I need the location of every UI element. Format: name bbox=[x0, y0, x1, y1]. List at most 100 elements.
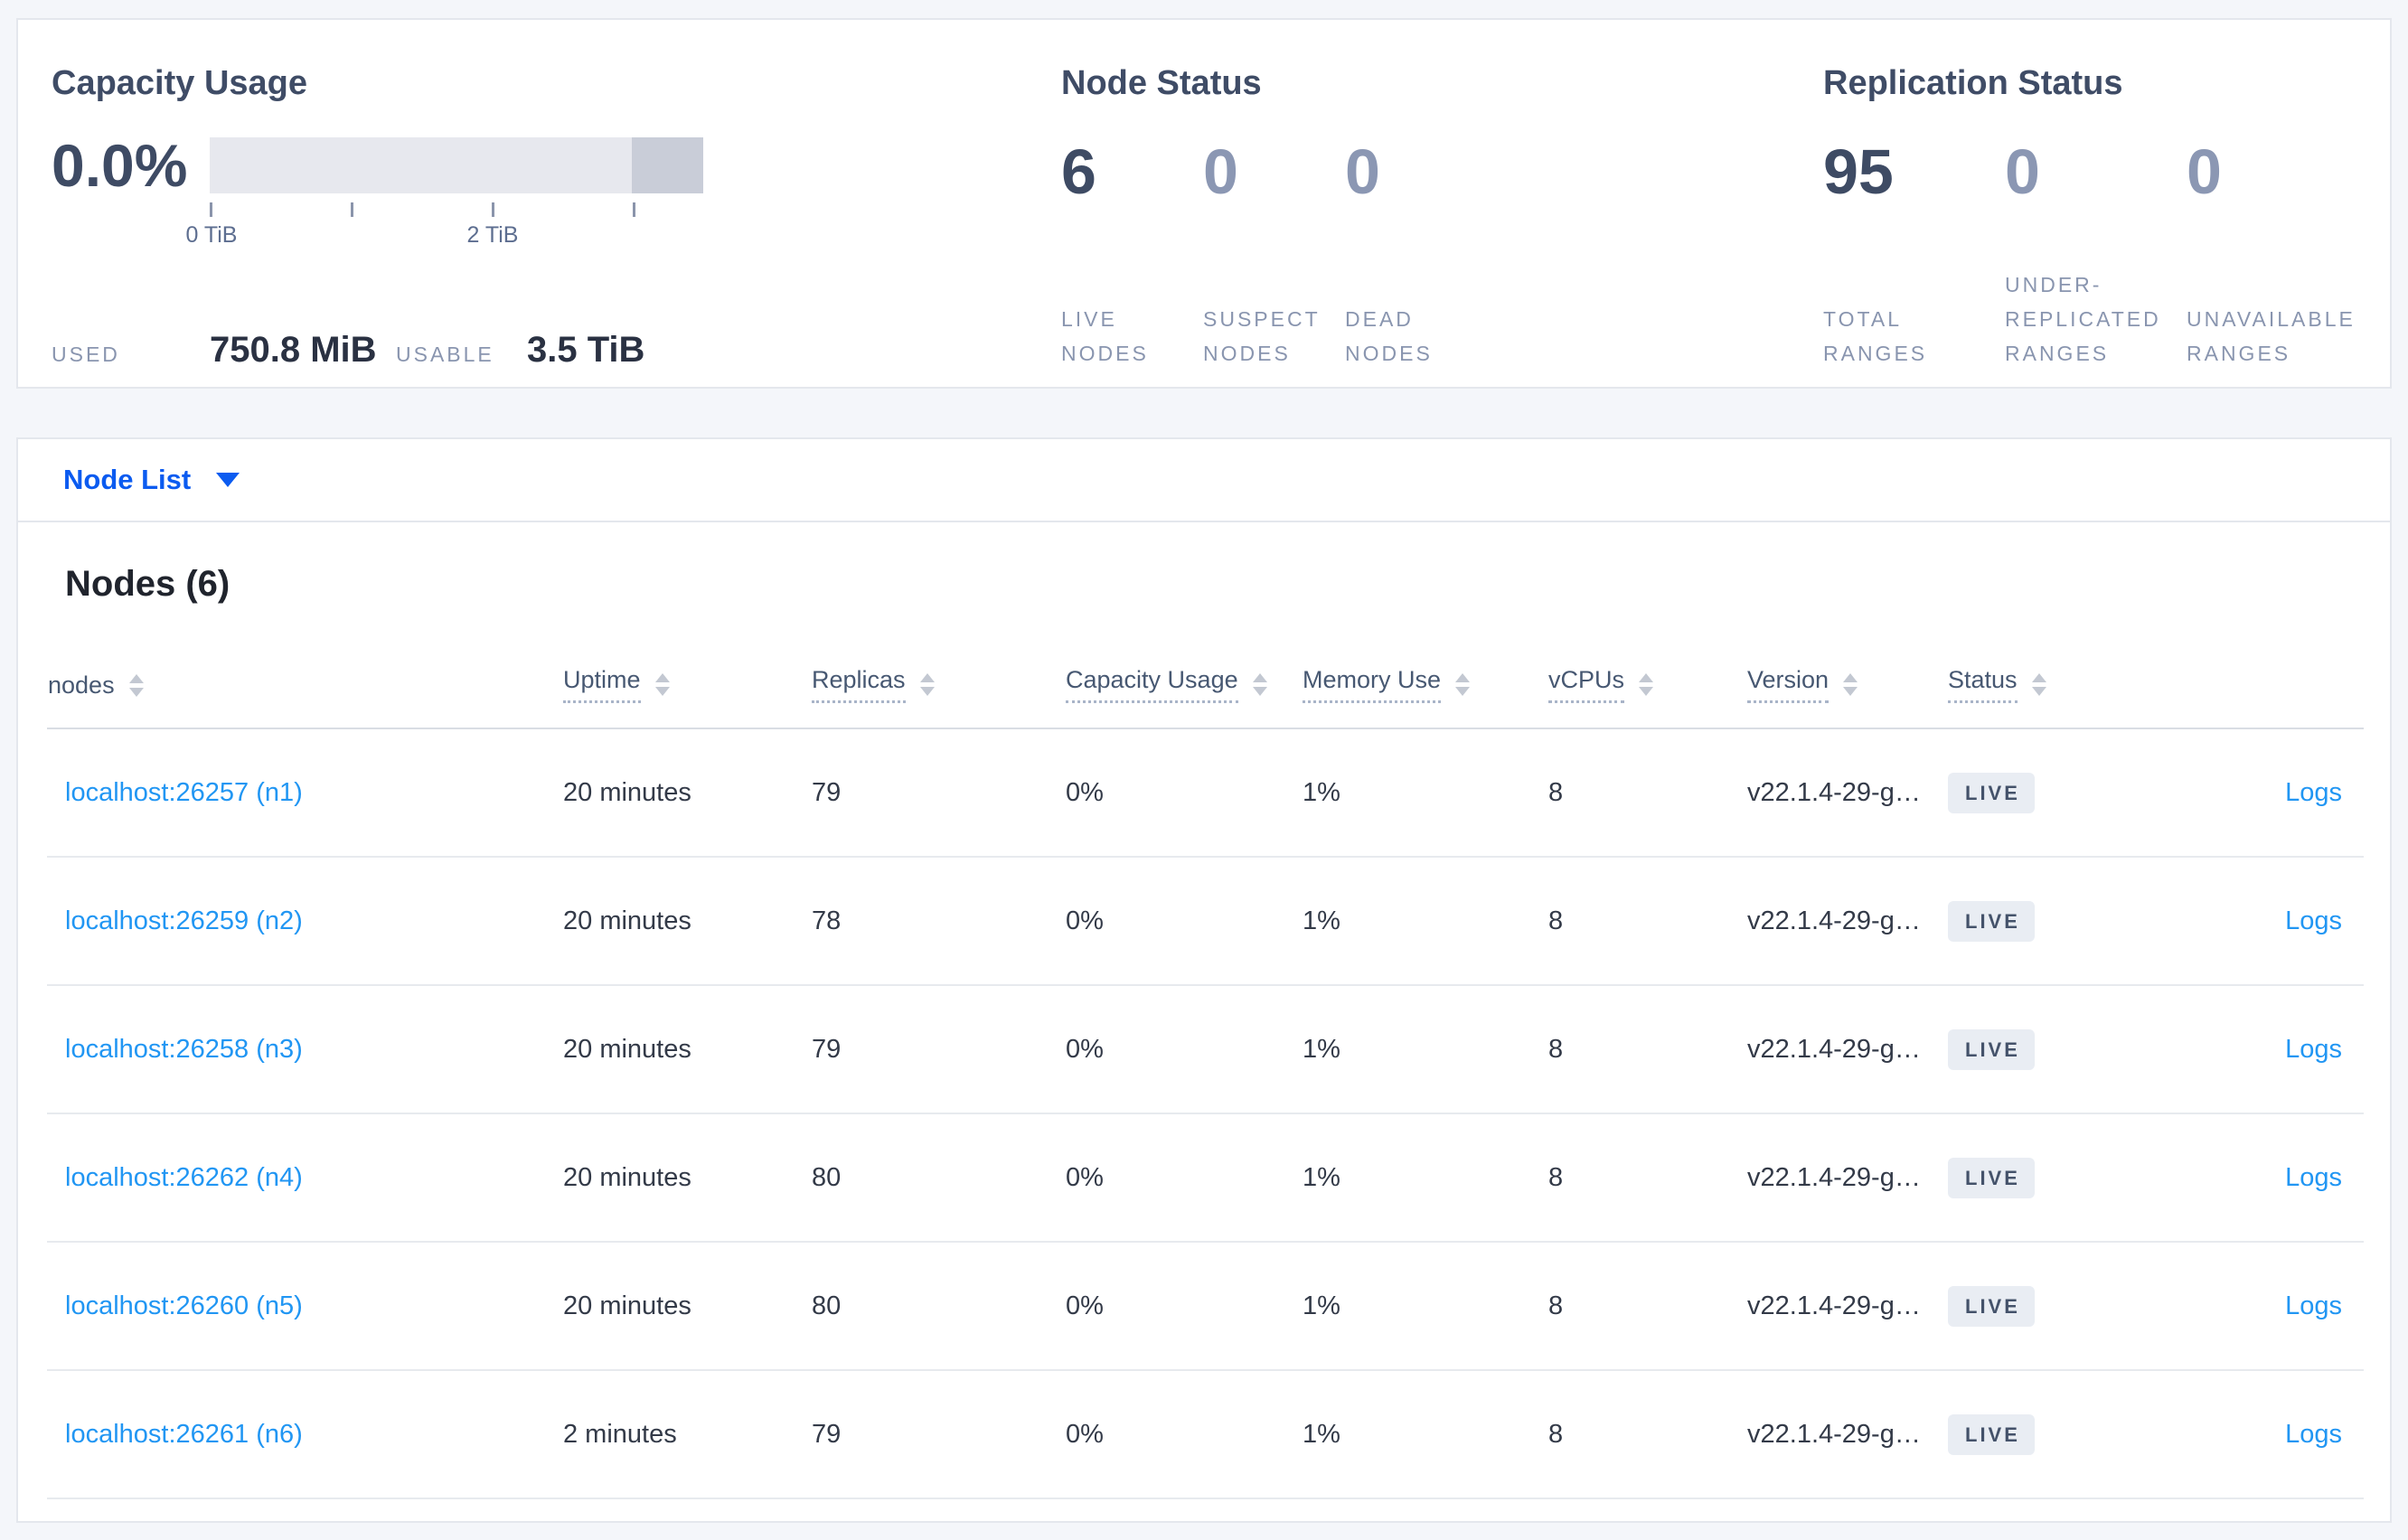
sort-icon[interactable] bbox=[2031, 673, 2046, 696]
node-logs-link[interactable]: Logs bbox=[2285, 1034, 2342, 1064]
node-status-badge: LIVE bbox=[1948, 1028, 2035, 1070]
capacity-cell: 0% bbox=[1065, 1370, 1302, 1499]
vcpus-cell: 8 bbox=[1547, 728, 1746, 858]
node-address-link[interactable]: localhost:26258 (n3) bbox=[65, 1034, 303, 1064]
node-status-stat: 0 SUSPECT NODES bbox=[1203, 137, 1334, 371]
sort-icon[interactable] bbox=[1639, 673, 1654, 696]
memory-cell: 1% bbox=[1302, 1370, 1547, 1499]
uptime-cell: 20 minutes bbox=[562, 985, 811, 1114]
uptime-cell: 20 minutes bbox=[562, 857, 811, 986]
sort-icon[interactable] bbox=[1455, 673, 1471, 696]
axis-tick-label: 0 TiB bbox=[185, 222, 238, 248]
sort-icon[interactable] bbox=[1843, 673, 1858, 696]
nodes-table-section: Nodes (6) nodes Uptime bbox=[18, 522, 2390, 1521]
sort-icon[interactable] bbox=[919, 673, 935, 696]
column-header[interactable]: Capacity Usage bbox=[1065, 642, 1302, 729]
axis-tick-label: 2 TiB bbox=[466, 222, 519, 248]
node-address-link[interactable]: localhost:26261 (n6) bbox=[65, 1419, 303, 1449]
stat-value: 0 bbox=[1345, 136, 1380, 207]
replicas-cell: 79 bbox=[811, 985, 1065, 1114]
sort-icon[interactable] bbox=[654, 673, 670, 696]
node-address-link[interactable]: localhost:26260 (n5) bbox=[65, 1291, 303, 1320]
column-header[interactable]: Status bbox=[1947, 642, 2162, 729]
replication-stat: 0 UNAVAILABLE RANGES bbox=[2187, 137, 2363, 371]
nodes-heading: Nodes (6) bbox=[65, 564, 230, 604]
cluster-summary-panel: Capacity Usage 0.0% 0 TiB 2 TiB bbox=[16, 18, 2392, 389]
axis-tick bbox=[492, 202, 494, 217]
column-header[interactable]: Memory Use bbox=[1302, 642, 1547, 729]
node-status-badge: LIVE bbox=[1948, 1285, 2035, 1327]
chevron-down-icon[interactable] bbox=[216, 473, 240, 487]
stat-label: UNDER-REPLICATED RANGES bbox=[2005, 273, 2161, 365]
memory-cell: 1% bbox=[1302, 985, 1547, 1114]
node-status-stat: 6 LIVE NODES bbox=[1061, 137, 1192, 371]
table-header-row: nodes Uptime Replicas Capacity Usage Mem… bbox=[47, 642, 2364, 729]
memory-cell: 1% bbox=[1302, 1242, 1547, 1371]
sort-icon[interactable] bbox=[128, 673, 144, 697]
used-value: 750.8 MiB bbox=[210, 330, 377, 370]
column-header[interactable]: Version bbox=[1746, 642, 1947, 729]
node-status-stat: 0 DEAD NODES bbox=[1345, 137, 1476, 371]
sort-icon[interactable] bbox=[1252, 673, 1267, 696]
usable-value: 3.5 TiB bbox=[527, 330, 645, 370]
vcpus-cell: 8 bbox=[1547, 1370, 1746, 1499]
node-logs-link[interactable]: Logs bbox=[2285, 1162, 2342, 1192]
node-row: localhost:26260 (n5) 20 minutes 80 0% 1%… bbox=[47, 1242, 2364, 1371]
memory-cell: 1% bbox=[1302, 728, 1547, 858]
view-selector-label[interactable]: Node List bbox=[63, 464, 192, 495]
node-status-badge: LIVE bbox=[1948, 1413, 2035, 1455]
memory-cell: 1% bbox=[1302, 1113, 1547, 1243]
vcpus-cell: 8 bbox=[1547, 857, 1746, 986]
axis-tick bbox=[351, 202, 353, 217]
node-address-link[interactable]: localhost:26262 (n4) bbox=[65, 1162, 303, 1192]
stat-value: 0 bbox=[2187, 136, 2222, 207]
nodes-table: nodes Uptime Replicas Capacity Usage Mem… bbox=[47, 642, 2364, 1499]
column-header[interactable]: Uptime bbox=[562, 642, 811, 729]
capacity-cell: 0% bbox=[1065, 857, 1302, 986]
column-header[interactable]: Replicas bbox=[811, 642, 1065, 729]
stat-label: SUSPECT NODES bbox=[1203, 307, 1321, 365]
node-logs-link[interactable]: Logs bbox=[2285, 906, 2342, 935]
node-status-badge: LIVE bbox=[1948, 1157, 2035, 1198]
node-address-link[interactable]: localhost:26257 (n1) bbox=[65, 777, 303, 807]
node-logs-link[interactable]: Logs bbox=[2285, 777, 2342, 807]
version-cell: v22.1.4-29-g… bbox=[1746, 1370, 1947, 1499]
uptime-cell: 20 minutes bbox=[562, 1242, 811, 1371]
node-address-link[interactable]: localhost:26259 (n2) bbox=[65, 906, 303, 935]
stat-label: DEAD NODES bbox=[1345, 307, 1433, 365]
node-status-badge: LIVE bbox=[1948, 772, 2035, 813]
capacity-bar-chart: 0 TiB 2 TiB bbox=[186, 137, 703, 249]
uptime-cell: 20 minutes bbox=[562, 728, 811, 858]
usable-label: USABLE bbox=[396, 343, 494, 366]
axis-tick bbox=[633, 202, 635, 217]
replicas-cell: 80 bbox=[811, 1113, 1065, 1243]
node-status-title: Node Status bbox=[1061, 64, 1262, 102]
node-status-badge: LIVE bbox=[1948, 900, 2035, 942]
capacity-usage-title: Capacity Usage bbox=[52, 64, 308, 102]
vcpus-cell: 8 bbox=[1547, 1242, 1746, 1371]
capacity-cell: 0% bbox=[1065, 1113, 1302, 1243]
column-header[interactable]: nodes bbox=[47, 642, 562, 729]
capacity-cell: 0% bbox=[1065, 985, 1302, 1114]
view-selector-dropdown[interactable]: Node List bbox=[18, 439, 2390, 522]
uptime-cell: 20 minutes bbox=[562, 1113, 811, 1243]
version-cell: v22.1.4-29-g… bbox=[1746, 857, 1947, 986]
node-row: localhost:26258 (n3) 20 minutes 79 0% 1%… bbox=[47, 985, 2364, 1114]
capacity-cell: 0% bbox=[1065, 1242, 1302, 1371]
replicas-cell: 79 bbox=[811, 728, 1065, 858]
node-status-panel: Node Status 6 LIVE NODES 0 SUSPECT NODES… bbox=[1061, 61, 1476, 371]
version-cell: v22.1.4-29-g… bbox=[1746, 728, 1947, 858]
capacity-percent-value: 0.0% bbox=[52, 132, 188, 199]
capacity-cell: 0% bbox=[1065, 728, 1302, 858]
column-header[interactable]: vCPUs bbox=[1547, 642, 1746, 729]
node-row: localhost:26262 (n4) 20 minutes 80 0% 1%… bbox=[47, 1113, 2364, 1243]
memory-cell: 1% bbox=[1302, 857, 1547, 986]
version-cell: v22.1.4-29-g… bbox=[1746, 985, 1947, 1114]
stat-label: TOTAL RANGES bbox=[1823, 307, 1928, 365]
node-row: localhost:26257 (n1) 20 minutes 79 0% 1%… bbox=[47, 728, 2364, 858]
node-logs-link[interactable]: Logs bbox=[2285, 1419, 2342, 1449]
replicas-cell: 79 bbox=[811, 1370, 1065, 1499]
node-logs-link[interactable]: Logs bbox=[2285, 1291, 2342, 1320]
replication-stat: 95 TOTAL RANGES bbox=[1823, 137, 1999, 371]
